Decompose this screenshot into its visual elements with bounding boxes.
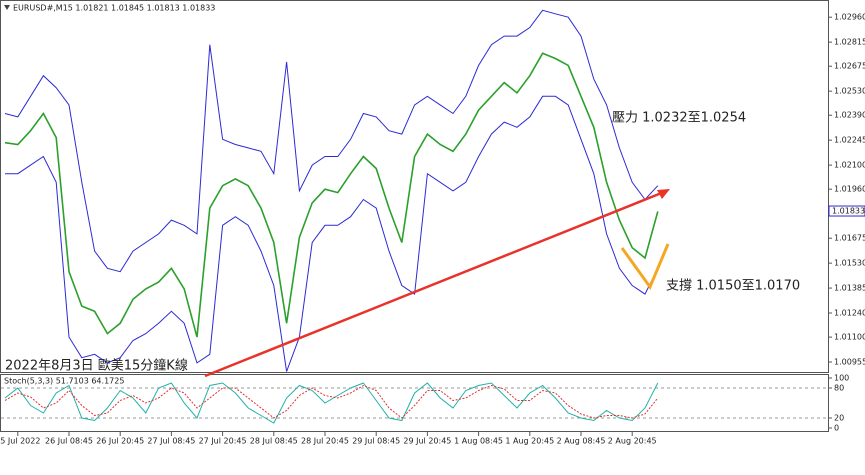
- x-tick-label: 27 Jul 08:45: [147, 437, 195, 446]
- x-tick-label: 29 Jul 20:45: [403, 437, 451, 446]
- x-tick-label: 1 Aug 20:45: [505, 437, 554, 446]
- y-tick-label: 100: [834, 374, 849, 383]
- y-tick-label: 20: [834, 414, 844, 423]
- x-tick-label: 26 Jul 20:45: [96, 437, 144, 446]
- x-tick-label: 28 Jul 08:45: [250, 437, 298, 446]
- stoch-panel: [0, 374, 829, 432]
- x-tick-label: 25 Jul 2022: [0, 437, 40, 446]
- main-panel: [0, 0, 829, 373]
- x-tick-label: 27 Jul 20:45: [199, 437, 247, 446]
- y-tick-label: 1.01100: [834, 333, 865, 342]
- y-tick-label: 1.01530: [834, 259, 865, 268]
- y-tick-label: 1.02100: [834, 161, 865, 170]
- x-tick-label: 2 Aug 08:45: [557, 437, 606, 446]
- support-v: [620, 243, 670, 291]
- last-price: 1.01833: [832, 207, 865, 216]
- chart-title: EURUSD#,M15 1.01821 1.01845 1.01813 1.01…: [13, 4, 215, 13]
- y-tick-label: 1.01385: [834, 284, 865, 293]
- y-tick-label: 0: [834, 424, 839, 433]
- annotation: 支撐 1.0150至1.0170: [666, 279, 800, 294]
- y-tick-label: 1.00955: [834, 358, 865, 367]
- y-tick-label: 80: [834, 384, 844, 393]
- y-tick-label: 1.02675: [834, 62, 865, 71]
- trend-line: [204, 190, 665, 378]
- x-tick-label: 26 Jul 08:45: [45, 437, 93, 446]
- y-tick-label: 1.01675: [834, 234, 865, 243]
- y-tick-label: 1.02245: [834, 136, 865, 145]
- last-price-box: [828, 205, 865, 217]
- y-tick-label: 1.02815: [834, 38, 865, 47]
- annotation: 2022年8月3日 歐美15分鐘K線: [5, 358, 188, 374]
- series-line: [4, 384, 659, 419]
- series-line: [4, 9, 659, 273]
- y-tick-label: 1.02530: [834, 87, 865, 96]
- trend-arrow: [657, 189, 670, 199]
- y-tick-label: 1.01240: [834, 309, 865, 318]
- y-tick-label: 1.02390: [834, 111, 865, 120]
- x-tick-label: 28 Jul 20:45: [301, 437, 349, 446]
- x-tick-label: 1 Aug 08:45: [454, 437, 503, 446]
- annotation: 壓力 1.0232至1.0254: [612, 111, 746, 126]
- stoch-title: Stoch(5,3,3) 51.7103 64.1725: [4, 377, 124, 386]
- series-line: [4, 52, 659, 338]
- y-tick-label: 1.01960: [834, 185, 865, 194]
- series-line: [5, 95, 659, 372]
- menu-icon: [4, 5, 10, 10]
- y-tick-label: 1.02960: [834, 13, 865, 22]
- x-tick-label: 2 Aug 20:45: [608, 437, 657, 446]
- x-tick-label: 29 Jul 08:45: [352, 437, 400, 446]
